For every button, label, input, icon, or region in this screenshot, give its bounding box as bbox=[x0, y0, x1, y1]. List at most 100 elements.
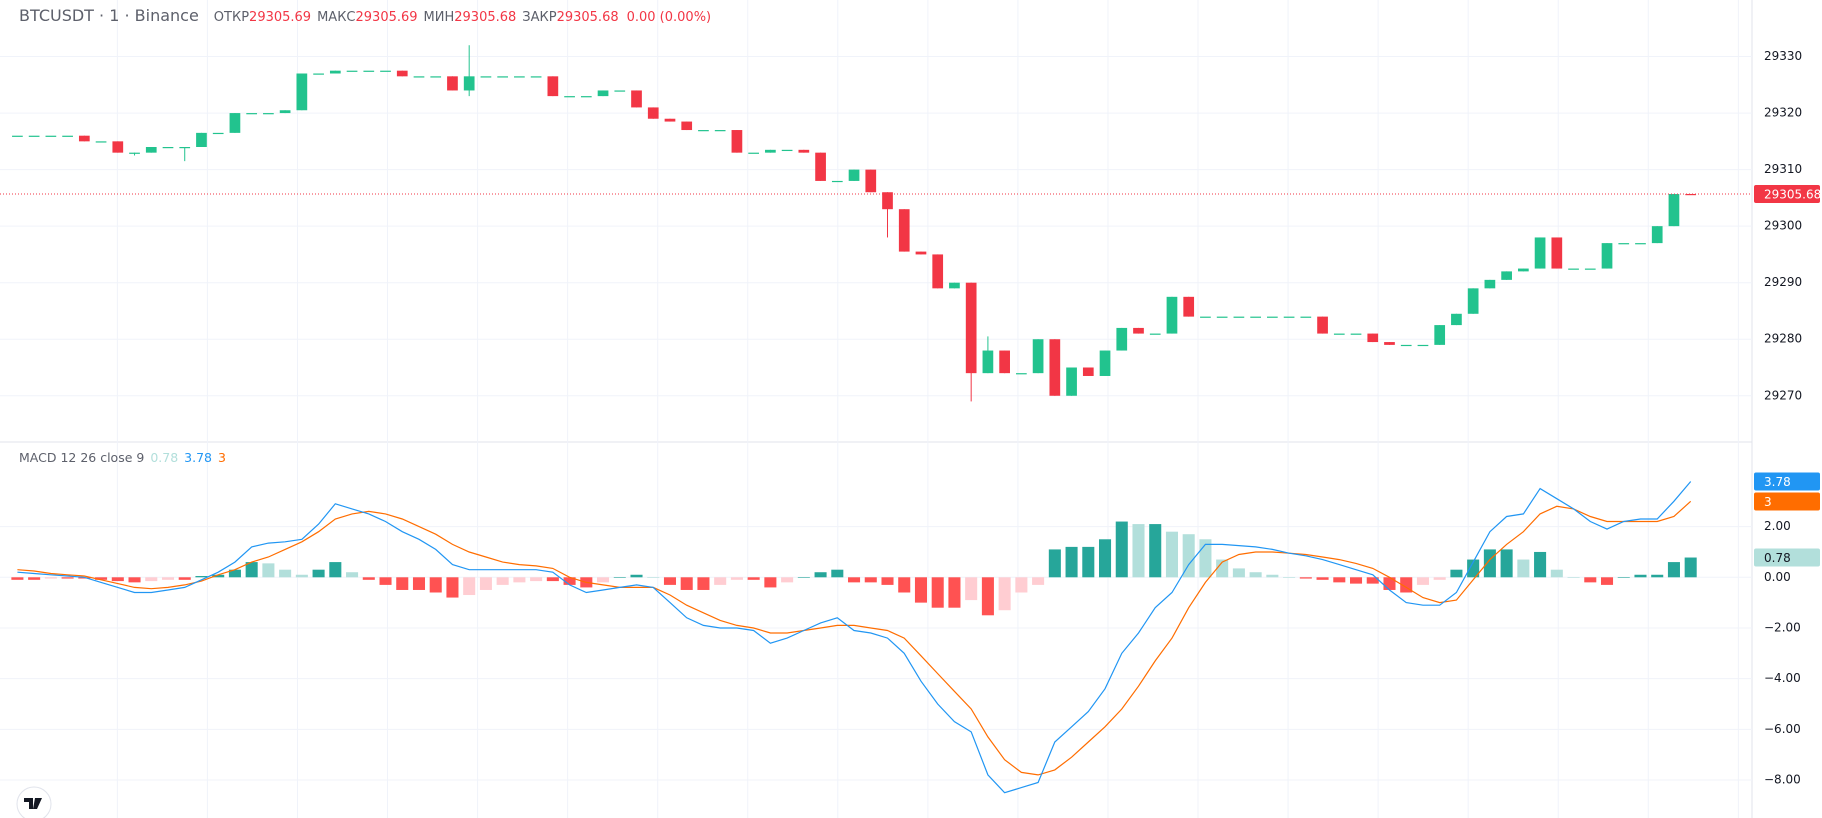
y-tick-label: 29310 bbox=[1764, 162, 1802, 176]
histogram-bar bbox=[463, 577, 476, 596]
macd-legend: MACD 12 26 close 9 0.78 3.78 3 bbox=[19, 450, 226, 465]
candle-body bbox=[380, 70, 391, 72]
histogram-bar bbox=[1467, 559, 1480, 578]
histogram-bar bbox=[362, 577, 375, 580]
candle-body bbox=[162, 147, 174, 149]
candle-body bbox=[664, 118, 676, 122]
histogram-bar bbox=[1283, 577, 1296, 578]
histogram-bar bbox=[931, 577, 944, 608]
candle-body bbox=[28, 135, 40, 137]
histogram-bar bbox=[965, 577, 978, 601]
histogram-bar bbox=[1149, 524, 1162, 578]
histogram-bar bbox=[1667, 562, 1680, 578]
histogram-bar bbox=[1433, 577, 1446, 580]
histogram-bar bbox=[513, 577, 526, 583]
histogram-bar bbox=[797, 577, 810, 578]
candle-body bbox=[1451, 313, 1462, 326]
candle-body bbox=[681, 121, 693, 131]
histogram-bar bbox=[647, 577, 660, 578]
y-tick-label: 29320 bbox=[1764, 106, 1802, 120]
histogram-bar bbox=[1115, 521, 1128, 578]
histogram-bar bbox=[948, 577, 961, 608]
ohlc-key: ЗАКР bbox=[522, 10, 557, 25]
candle-body bbox=[12, 135, 23, 137]
histogram-bar bbox=[1316, 577, 1329, 580]
candle-body bbox=[279, 110, 291, 114]
candle-body bbox=[246, 113, 258, 115]
candle-body bbox=[748, 152, 759, 154]
histogram-bar bbox=[714, 577, 727, 585]
candle-body bbox=[346, 70, 358, 72]
histogram-bar bbox=[1165, 531, 1178, 578]
ohlc-key: МАКС bbox=[317, 10, 356, 25]
histogram-bar bbox=[1600, 577, 1614, 585]
histogram-bar bbox=[546, 577, 559, 582]
histogram-bar bbox=[747, 577, 760, 580]
histogram-bar bbox=[329, 562, 342, 578]
candle-body bbox=[463, 76, 475, 91]
ohlc-value: 29305.68 bbox=[556, 10, 619, 25]
candle-body bbox=[614, 90, 626, 92]
y-tick-label: 29330 bbox=[1764, 49, 1802, 63]
candle-body bbox=[932, 254, 944, 289]
candle-body bbox=[514, 76, 525, 78]
y-tick-label: −6.00 bbox=[1764, 722, 1801, 736]
macd-title: MACD 12 26 close 9 bbox=[19, 450, 145, 465]
histogram-bar bbox=[1082, 546, 1095, 578]
candle-body bbox=[1133, 327, 1144, 334]
histogram-bar bbox=[446, 577, 459, 598]
histogram-bar bbox=[1550, 569, 1563, 578]
y-tick-label: −2.00 bbox=[1764, 620, 1801, 634]
candle-body bbox=[982, 350, 994, 374]
histogram-bar bbox=[1048, 549, 1061, 578]
histogram-bar bbox=[496, 577, 509, 585]
histogram-bar bbox=[1517, 559, 1530, 578]
candle-body bbox=[179, 147, 191, 149]
histogram-bar bbox=[764, 577, 777, 588]
candle-body bbox=[781, 149, 793, 152]
legend-value: 0.78 bbox=[150, 450, 179, 465]
histogram-bar bbox=[44, 577, 57, 579]
macd-value-label: 3.78 bbox=[1764, 475, 1791, 489]
ohlc-value: 29305.68 bbox=[454, 10, 517, 25]
histogram-bar bbox=[1617, 577, 1630, 578]
histogram-bar bbox=[312, 569, 325, 578]
candle-body bbox=[1183, 296, 1195, 317]
ohlc-value: 29305.69 bbox=[249, 10, 312, 25]
histogram-bar bbox=[1450, 569, 1463, 578]
histogram-bar bbox=[1416, 577, 1429, 585]
candle-body bbox=[1501, 271, 1512, 280]
candle-body bbox=[1584, 268, 1596, 270]
histogram-bar bbox=[898, 577, 911, 593]
candle-body bbox=[263, 113, 274, 115]
candle-body bbox=[815, 152, 826, 181]
histogram-bar bbox=[663, 577, 677, 585]
y-tick-label: 2.00 bbox=[1764, 519, 1791, 533]
ohlc-key: МИН bbox=[423, 10, 455, 25]
macd-value-label-bg bbox=[1754, 472, 1820, 491]
candle-body bbox=[1049, 339, 1061, 396]
candle-body bbox=[1384, 342, 1395, 345]
candle-body bbox=[1551, 237, 1563, 269]
histogram-bar bbox=[11, 577, 24, 580]
candle-body bbox=[848, 169, 860, 181]
candle-body bbox=[1099, 350, 1111, 376]
signal-line bbox=[17, 500, 1692, 776]
candle-body bbox=[865, 169, 877, 193]
candle-body bbox=[1166, 296, 1178, 334]
histogram-bar bbox=[212, 574, 225, 578]
candle-body bbox=[329, 70, 341, 74]
histogram-bar bbox=[396, 577, 409, 590]
candle-body bbox=[1016, 373, 1027, 375]
candle-body bbox=[882, 192, 893, 210]
histogram-bar bbox=[1350, 577, 1363, 584]
signal-value-label: 3 bbox=[1764, 495, 1772, 509]
y-tick-label: 29290 bbox=[1764, 275, 1802, 289]
histogram-bar bbox=[429, 577, 442, 593]
histogram-bar bbox=[111, 577, 124, 582]
histogram-bar bbox=[1333, 577, 1346, 583]
histogram-bar bbox=[848, 577, 861, 583]
candle-body bbox=[1668, 194, 1680, 227]
histogram-value-label: 0.78 bbox=[1764, 551, 1791, 565]
histogram-bar bbox=[279, 569, 292, 578]
